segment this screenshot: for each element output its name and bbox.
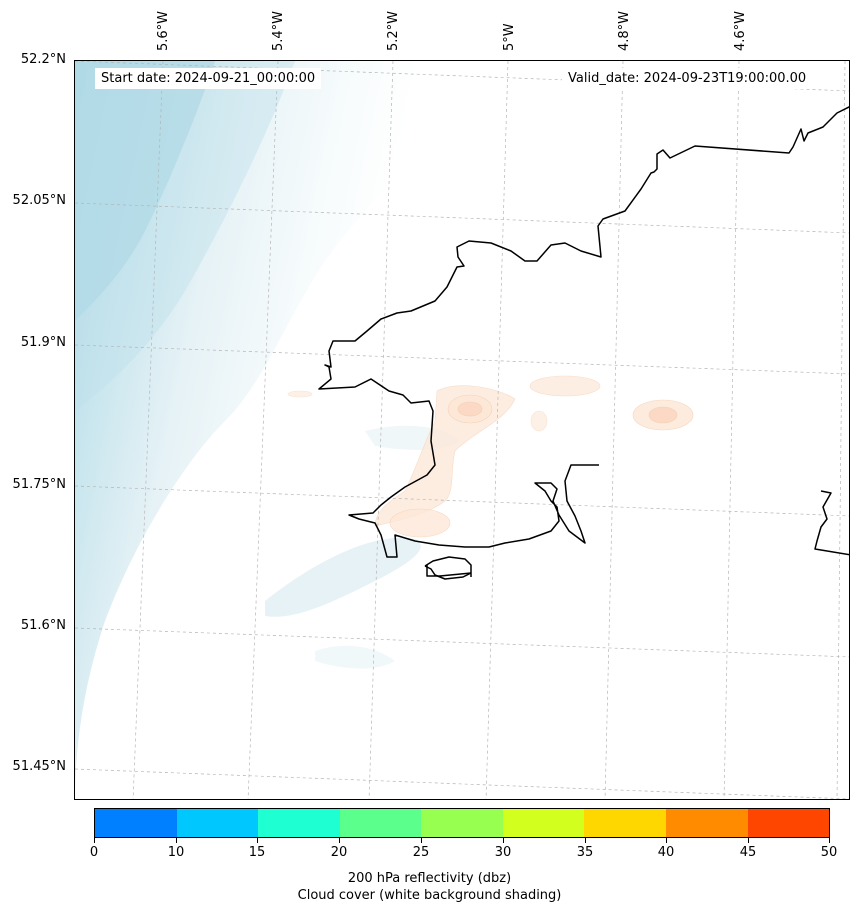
colorbar-tick-label: 0 — [89, 845, 99, 860]
colorbar-label: 200 hPa reflectivity (dbz) — [347, 871, 512, 886]
colorbar-tick — [829, 838, 830, 843]
colorbar-segment-1 — [176, 809, 259, 837]
colorbar-tick-label: 20 — [330, 845, 348, 860]
colorbar-tick-label: 40 — [657, 845, 675, 860]
lat-label-52.2n: 52.2°N — [20, 52, 66, 67]
colorbar-tick — [176, 838, 177, 843]
colorbar-tick-label: 10 — [167, 845, 185, 860]
colorbar-tick — [339, 838, 340, 843]
colorbar-tick — [666, 838, 667, 843]
colorbar — [94, 808, 830, 838]
colorbar-tick — [94, 838, 95, 843]
colorbar-tick-label: 25 — [412, 845, 430, 860]
lat-label-51.45n: 51.45°N — [12, 759, 66, 774]
lon-label-5.2w: 5.2°W — [386, 10, 401, 51]
map-panel[interactable] — [74, 60, 850, 800]
map-canvas — [75, 61, 849, 799]
lat-label-51.75n: 51.75°N — [12, 477, 66, 492]
lon-label-4.8w: 4.8°W — [617, 10, 632, 51]
colorbar-tick — [257, 838, 258, 843]
cloud-cover-shading — [75, 61, 515, 799]
colorbar-sublabel: Cloud cover (white background shading) — [297, 888, 562, 903]
colorbar-tick-label: 45 — [739, 845, 757, 860]
colorbar-segment-8 — [747, 809, 830, 837]
lat-label-52.05n: 52.05°N — [12, 193, 66, 208]
colorbar-segment-6 — [584, 809, 666, 837]
lat-label-51.9n: 51.9°N — [20, 335, 66, 350]
colorbar-tick — [748, 838, 749, 843]
colorbar-segment-2 — [258, 809, 340, 837]
colorbar-segment-7 — [665, 809, 748, 837]
colorbar-tick-label: 30 — [494, 845, 512, 860]
colorbar-tick-label: 35 — [576, 845, 594, 860]
lat-label-51.6n: 51.6°N — [20, 618, 66, 633]
reflectivity-contours — [287, 375, 694, 538]
colorbar-tick-label: 15 — [248, 845, 266, 860]
lon-label-5w: 5°W — [502, 23, 517, 51]
lon-label-4.6w: 4.6°W — [733, 10, 748, 51]
lon-label-5.6w: 5.6°W — [156, 10, 171, 51]
valid-date-label: Valid_date: 2024-09-23T19:00:00.00 — [562, 68, 813, 89]
colorbar-tick-label: 50 — [820, 845, 838, 860]
colorbar-tick — [503, 838, 504, 843]
colorbar-segment-0 — [95, 809, 177, 837]
colorbar-segment-4 — [421, 809, 503, 837]
start-date-label: Start date: 2024-09-21_00:00:00 — [95, 68, 322, 89]
colorbar-tick — [585, 838, 586, 843]
colorbar-segment-5 — [502, 809, 585, 837]
colorbar-tick — [421, 838, 422, 843]
lon-label-5.4w: 5.4°W — [271, 10, 286, 51]
coastline-main — [318, 106, 849, 580]
colorbar-segment-3 — [339, 809, 422, 837]
